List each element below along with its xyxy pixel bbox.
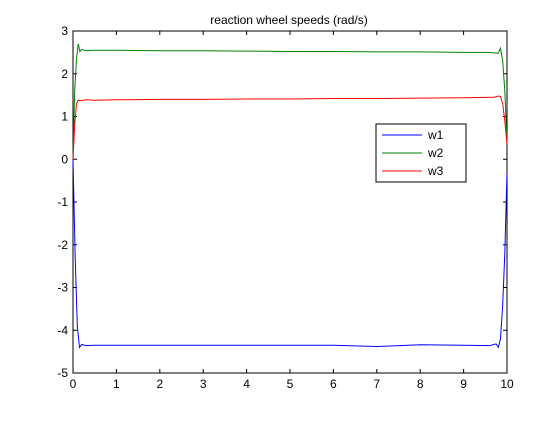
y-tick-label: -3 [57, 281, 68, 295]
y-tick-label: -4 [57, 323, 68, 337]
y-tick-label: 3 [61, 24, 68, 38]
series-line-w1 [72, 159, 508, 349]
x-tick-label: 4 [243, 377, 250, 391]
x-tick-label: 8 [417, 377, 424, 391]
y-tick-label: -2 [57, 238, 68, 252]
x-tick-label: 7 [373, 377, 380, 391]
x-tick-label: 10 [500, 377, 514, 391]
x-tick-label: 3 [200, 377, 207, 391]
series-line-w2 [72, 43, 508, 160]
legend-label-w1: w1 [427, 128, 444, 142]
y-tick-label: 1 [61, 110, 68, 124]
x-tick-label: 6 [330, 377, 337, 391]
legend-label-w3: w3 [427, 164, 444, 178]
y-tick-label: -5 [57, 366, 68, 380]
y-tick-label: 0 [61, 152, 68, 166]
x-tick-label: 2 [156, 377, 163, 391]
legend: w1 w2 w3 [375, 123, 467, 183]
x-tick-label: 1 [113, 377, 120, 391]
plot-area: 0 1 2 3 4 5 6 7 8 9 10 -5 -4 -3 -2 -1 0 1 2 3 [57, 24, 514, 391]
y-tick-label: -1 [57, 195, 68, 209]
axes-box [72, 30, 508, 374]
x-tick-label: 9 [460, 377, 467, 391]
x-tick-label: 5 [287, 377, 294, 391]
x-tick-label: 0 [70, 377, 77, 391]
legend-label-w2: w2 [427, 146, 444, 160]
series-line-w3 [72, 95, 508, 160]
y-tick-label: 2 [61, 67, 68, 81]
chart-title: reaction wheel speeds (rad/s) [210, 13, 367, 27]
